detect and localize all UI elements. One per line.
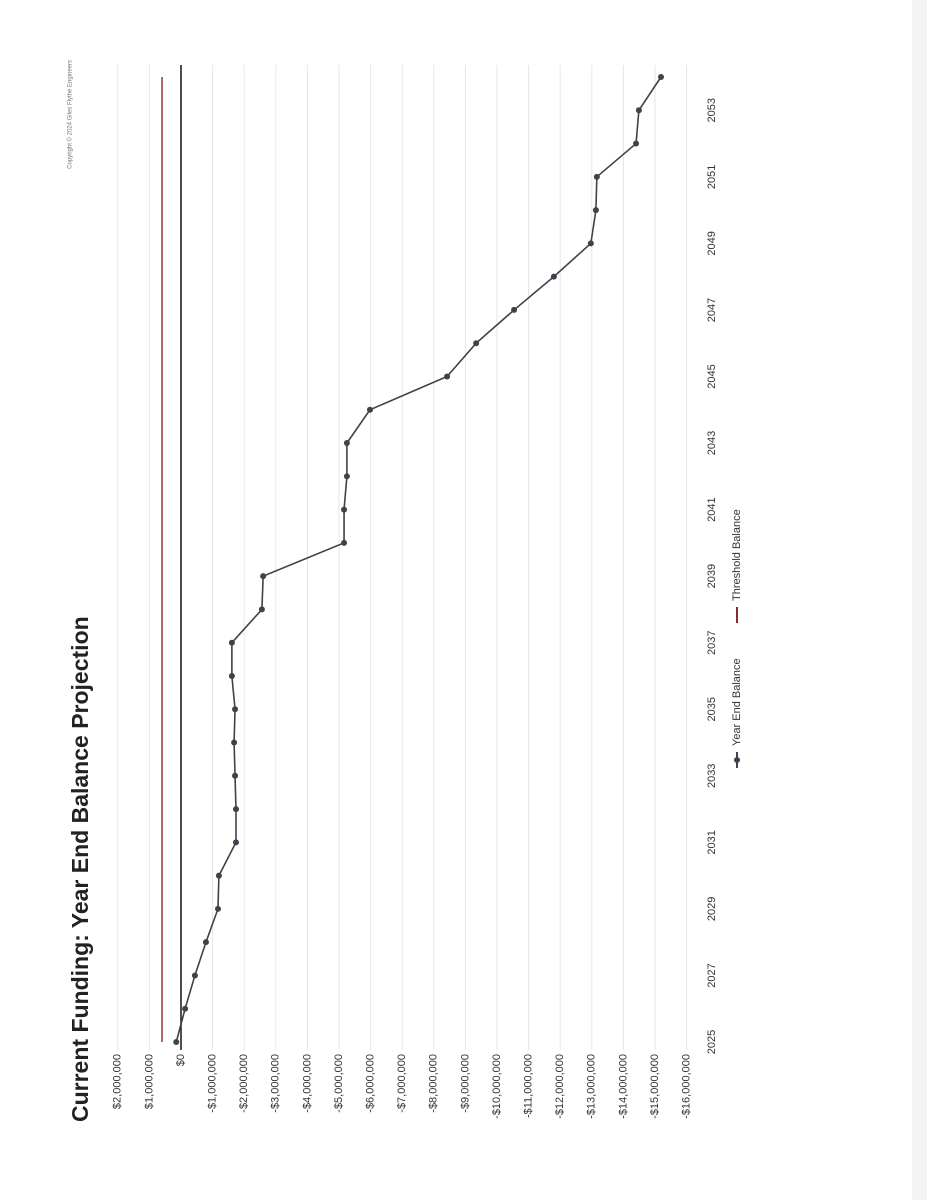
x-tick-label: 2025 [706,1030,718,1054]
legend-label: Year End Balance [731,658,743,746]
x-tick-label: 2047 [706,298,718,322]
point [232,806,239,813]
point [587,240,594,247]
x-tick-label: 2053 [706,98,718,122]
y-tick-label: -$3,000,000 [270,1054,282,1113]
point [260,573,267,580]
point [215,872,222,879]
x-tick-label: 2035 [706,697,718,721]
scan-edge [912,0,927,1200]
point [592,207,599,214]
y-tick-label: -$13,000,000 [586,1054,598,1119]
y-tick-label: $2,000,000 [112,1054,124,1109]
point [343,440,350,447]
point [214,905,221,912]
y-tick-label: -$15,000,000 [649,1054,661,1119]
x-tick-label: 2029 [706,897,718,921]
point [228,639,235,646]
y-tick-label: -$11,000,000 [523,1054,535,1118]
point [231,739,238,746]
x-tick-label: 2033 [706,764,718,788]
point [511,306,518,313]
x-tick-label: 2043 [706,431,718,455]
point [202,939,209,946]
point [232,772,239,779]
x-tick-label: 2049 [706,231,718,255]
y-tick-label: -$6,000,000 [365,1054,377,1113]
point [343,473,350,480]
point [232,706,239,713]
point [444,373,451,380]
point [593,173,600,180]
point [258,606,265,613]
y-tick-label: -$7,000,000 [396,1054,408,1113]
x-tick-label: 2027 [706,963,718,987]
legend-marker [734,757,740,763]
rotated-chart: Current Funding: Year End Balance Projec… [67,60,743,1122]
point [341,539,348,546]
point [341,506,348,513]
point [191,972,198,979]
point [182,1005,189,1012]
point [550,273,557,280]
x-tick-label: 2041 [706,497,718,521]
point [232,839,239,846]
y-tick-label: -$5,000,000 [333,1054,345,1113]
point [658,74,665,80]
y-tick-label: $0 [175,1054,187,1066]
x-tick-label: 2051 [706,165,718,189]
legend-label: Threshold Balance [731,509,743,601]
point [228,672,235,679]
point [366,406,373,413]
y-tick-label: -$1,000,000 [207,1054,219,1113]
y-tick-label: -$10,000,000 [491,1054,503,1119]
y-tick-label: $1,000,000 [143,1054,155,1109]
y-tick-label: -$14,000,000 [617,1054,629,1119]
x-tick-label: 2045 [706,364,718,388]
copyright: Copyright © 2024 Giles Flythe Engineers [67,60,74,169]
point [473,340,480,347]
x-tick-label: 2031 [706,830,718,854]
y-tick-label: -$9,000,000 [459,1054,471,1113]
chart-title: Current Funding: Year End Balance Projec… [67,616,93,1122]
point [633,140,640,147]
x-tick-label: 2037 [706,630,718,654]
y-tick-label: -$4,000,000 [301,1054,313,1113]
y-tick-label: -$2,000,000 [238,1054,250,1113]
y-tick-label: -$8,000,000 [428,1054,440,1113]
series-line [175,76,662,1043]
x-tick-label: 2039 [706,564,718,588]
point [173,1039,180,1045]
y-tick-label: -$12,000,000 [554,1054,566,1119]
y-tick-label: -$16,000,000 [681,1054,693,1119]
point [635,107,642,114]
